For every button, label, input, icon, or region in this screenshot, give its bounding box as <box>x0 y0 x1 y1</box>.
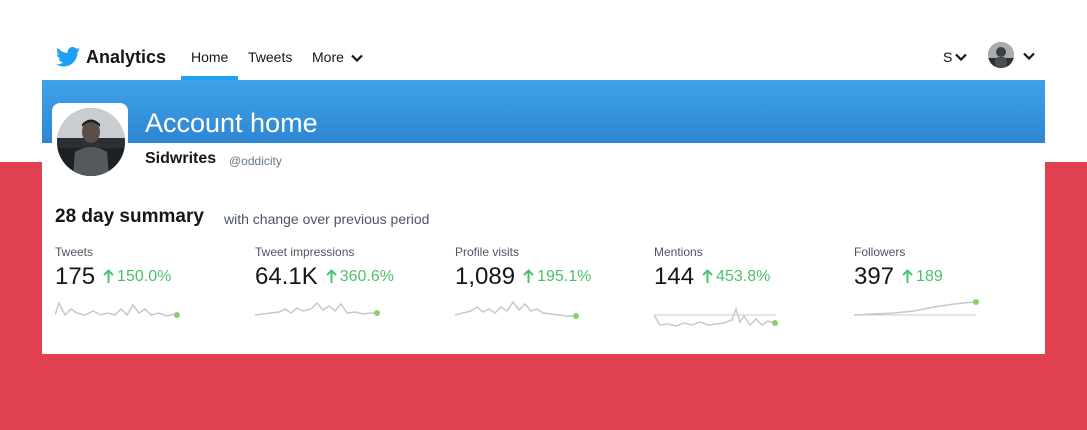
stat-tweet-impressions: Tweet impressions 64.1K 360.6% <box>255 245 445 291</box>
chevron-down-icon <box>955 53 968 61</box>
user-initial: S <box>943 49 953 65</box>
stat-label: Tweet impressions <box>255 245 355 259</box>
stat-value: 397 <box>854 263 895 290</box>
arrow-up-icon <box>702 269 713 283</box>
tab-home[interactable]: Home <box>191 49 229 65</box>
stat-label: Mentions <box>654 245 703 259</box>
stat-label: Profile visits <box>455 245 520 259</box>
stat-change: 150.0% <box>103 268 171 286</box>
avatar[interactable] <box>988 42 1014 68</box>
summary-title: 28 day summary <box>55 206 204 227</box>
profile-avatar[interactable] <box>57 108 125 176</box>
stat-change-value: 453.8% <box>716 267 771 285</box>
stat-mentions: Mentions 144 453.8% <box>654 245 844 291</box>
stat-value: 144 <box>654 263 695 290</box>
stat-change: 189 <box>902 268 943 286</box>
page-title: Account home <box>145 108 318 138</box>
top-navigation: Analytics Home Tweets More S <box>0 0 1087 80</box>
brand[interactable]: Analytics <box>56 44 166 70</box>
sparkline-mentions <box>654 306 778 327</box>
stat-label: Tweets <box>55 245 94 259</box>
arrow-up-icon <box>902 269 913 283</box>
stat-profile-visits: Profile visits 1,089 195.1% <box>455 245 645 291</box>
profile-photo <box>57 108 125 176</box>
stat-tweets: Tweets 175 150.0% <box>55 245 245 291</box>
chevron-down-icon[interactable] <box>1023 52 1035 60</box>
sparkline-profile-visits <box>455 300 579 319</box>
chevron-down-icon <box>351 55 363 63</box>
sparkline-followers <box>854 299 979 316</box>
stat-change: 360.6% <box>326 268 394 286</box>
twitter-bird-icon <box>56 47 80 67</box>
avatar-photo <box>988 42 1014 68</box>
user-menu[interactable]: S <box>943 49 968 65</box>
stat-change-value: 189 <box>916 267 943 285</box>
header-banner <box>42 80 1045 143</box>
tab-tweets[interactable]: Tweets <box>248 49 293 65</box>
active-tab-indicator <box>181 76 238 80</box>
stat-label: Followers <box>854 245 906 259</box>
tab-more[interactable]: More <box>312 49 363 65</box>
stat-value: 175 <box>55 263 96 290</box>
summary-card <box>42 143 1045 354</box>
brand-title: Analytics <box>86 46 167 67</box>
tab-more-label: More <box>312 49 344 65</box>
sparkline-impressions <box>255 301 380 316</box>
stat-change: 453.8% <box>702 268 770 286</box>
arrow-up-icon <box>523 269 534 283</box>
account-name[interactable]: Sidwrites <box>145 150 217 167</box>
stat-value: 64.1K <box>255 263 318 290</box>
stat-change-value: 195.1% <box>537 267 592 285</box>
stat-change-value: 360.6% <box>339 267 394 285</box>
arrow-up-icon <box>103 269 114 283</box>
arrow-up-icon <box>326 269 337 283</box>
sparkline-tweets <box>55 301 180 318</box>
stat-change: 195.1% <box>523 268 591 286</box>
stat-change-value: 150.0% <box>117 267 172 285</box>
stat-value: 1,089 <box>455 263 516 290</box>
account-handle[interactable]: @oddicity <box>229 154 282 168</box>
stat-followers: Followers 397 189 <box>854 245 1044 291</box>
summary-subtitle: with change over previous period <box>224 211 430 227</box>
